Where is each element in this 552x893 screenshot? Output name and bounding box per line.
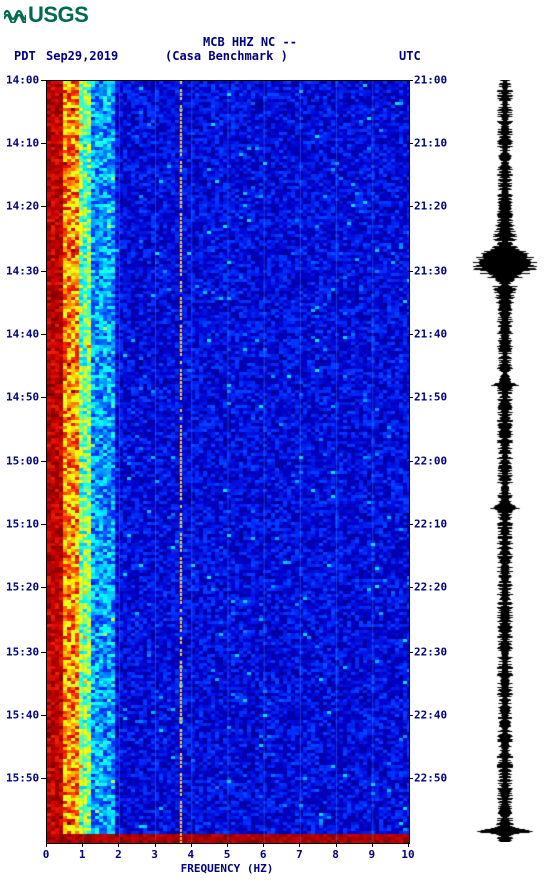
y-tick-right: 21:20 [414,200,447,213]
logo-text: USGS [28,2,88,27]
pdt-label: PDT [14,49,36,63]
y-tick-left: 14:20 [6,200,39,213]
logo-wave-icon [4,3,26,29]
station-code: MCB HHZ NC -- [40,35,460,49]
y-tick-right: 21:30 [414,264,447,277]
x-tick: 10 [401,848,414,861]
station-name: (Casa Benchmark ) [165,49,288,63]
x-tick: 3 [151,848,158,861]
x-tick: 5 [224,848,231,861]
y-tick-right: 21:50 [414,390,447,403]
y-tick-right: 21:10 [414,137,447,150]
y-tick-right: 21:00 [414,74,447,87]
x-tick: 6 [260,848,267,861]
x-tick: 0 [43,848,50,861]
x-tick: 1 [79,848,86,861]
y-tick-left: 14:00 [6,74,39,87]
y-tick-right: 22:00 [414,455,447,468]
spectrogram-panel [46,80,410,844]
y-tick-right: 22:30 [414,645,447,658]
x-axis-label: FREQUENCY (HZ) [46,862,408,875]
spectrogram-canvas [47,81,409,843]
y-tick-left: 15:50 [6,771,39,784]
y-tick-left: 14:10 [6,137,39,150]
y-tick-left: 15:10 [6,518,39,531]
y-tick-right: 21:40 [414,327,447,340]
y-tick-left: 14:50 [6,390,39,403]
y-tick-left: 15:30 [6,645,39,658]
x-tick: 2 [115,848,122,861]
y-tick-right: 22:40 [414,708,447,721]
y-tick-left: 15:40 [6,708,39,721]
y-tick-right: 22:50 [414,771,447,784]
y-tick-right: 22:10 [414,518,447,531]
y-tick-left: 14:30 [6,264,39,277]
utc-label: UTC [399,49,421,63]
y-tick-left: 15:20 [6,581,39,594]
waveform-panel [460,80,550,842]
x-tick: 9 [368,848,375,861]
x-tick: 4 [187,848,194,861]
date-label: Sep29,2019 [46,49,118,63]
waveform-canvas [460,80,550,842]
y-tick-right: 22:20 [414,581,447,594]
chart-header: MCB HHZ NC -- PDT Sep29,2019 (Casa Bench… [0,35,552,49]
x-tick: 7 [296,848,303,861]
y-tick-left: 15:00 [6,455,39,468]
y-tick-left: 14:40 [6,327,39,340]
usgs-logo: USGS [4,2,88,29]
x-tick: 8 [332,848,339,861]
